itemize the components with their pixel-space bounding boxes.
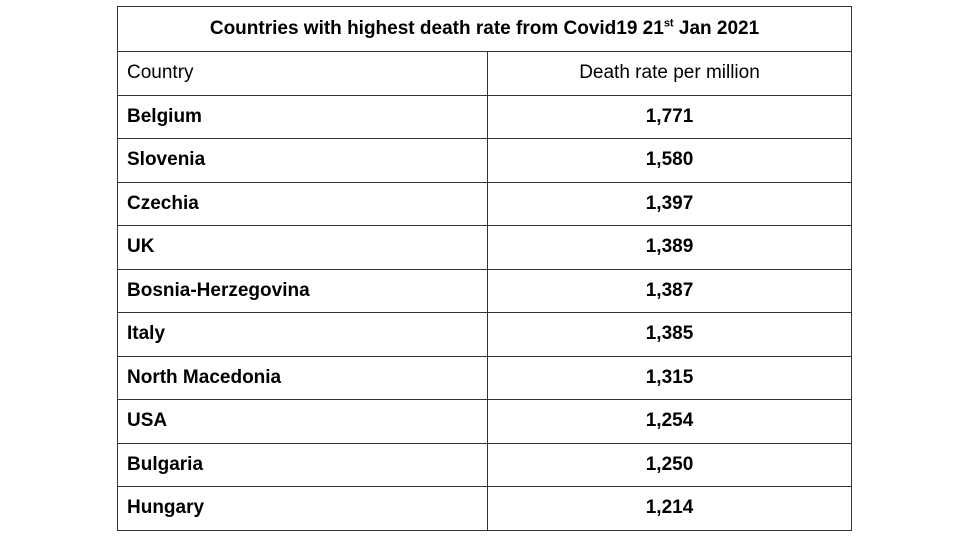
death-rate-table: Countries with highest death rate from C…: [116, 6, 853, 531]
table-title-superscript: st: [663, 17, 674, 30]
country-cell: Slovenia: [117, 138, 488, 183]
table-row: UK 1,389: [117, 225, 853, 270]
table-row: North Macedonia 1,315: [117, 355, 853, 400]
table-row: Italy 1,385: [117, 312, 853, 357]
death-rate-table-container: Countries with highest death rate from C…: [116, 6, 853, 531]
death-rate-cell: 1,214: [486, 486, 853, 531]
death-rate-cell: 1,254: [486, 399, 853, 444]
country-cell: Bulgaria: [117, 442, 488, 487]
death-rate-cell: 1,315: [486, 355, 853, 400]
table-row: Bosnia-Herzegovina 1,387: [117, 268, 853, 313]
country-cell: Italy: [117, 312, 488, 357]
column-header-death-rate: Death rate per million: [486, 51, 853, 96]
death-rate-cell: 1,250: [486, 442, 853, 487]
table-row: Bulgaria 1,250: [117, 442, 853, 487]
table-row: USA 1,254: [117, 399, 853, 444]
table-title-tail: Jan 2021: [673, 18, 760, 39]
country-cell: UK: [117, 225, 488, 270]
country-cell: Bosnia-Herzegovina: [117, 268, 488, 313]
table-title: Countries with highest death rate from C…: [116, 6, 853, 52]
country-cell: North Macedonia: [117, 355, 488, 400]
country-cell: USA: [117, 399, 488, 444]
column-header-country: Country: [117, 51, 488, 96]
table-row: Czechia 1,397: [117, 181, 853, 226]
table-header-row: Country Death rate per million: [117, 51, 853, 96]
death-rate-cell: 1,771: [486, 94, 853, 139]
death-rate-cell: 1,385: [486, 312, 853, 357]
country-cell: Czechia: [117, 181, 488, 226]
table-row: Belgium 1,771: [117, 94, 853, 139]
table-title-main: Countries with highest death rate from C…: [209, 18, 664, 39]
death-rate-cell: 1,397: [486, 181, 853, 226]
country-cell: Hungary: [117, 486, 488, 531]
death-rate-cell: 1,389: [486, 225, 853, 270]
country-cell: Belgium: [117, 94, 488, 139]
table-row: Hungary 1,214: [117, 486, 853, 531]
death-rate-cell: 1,387: [486, 268, 853, 313]
death-rate-cell: 1,580: [486, 138, 853, 183]
table-row: Slovenia 1,580: [117, 138, 853, 183]
table-title-row: Countries with highest death rate from C…: [116, 6, 853, 52]
